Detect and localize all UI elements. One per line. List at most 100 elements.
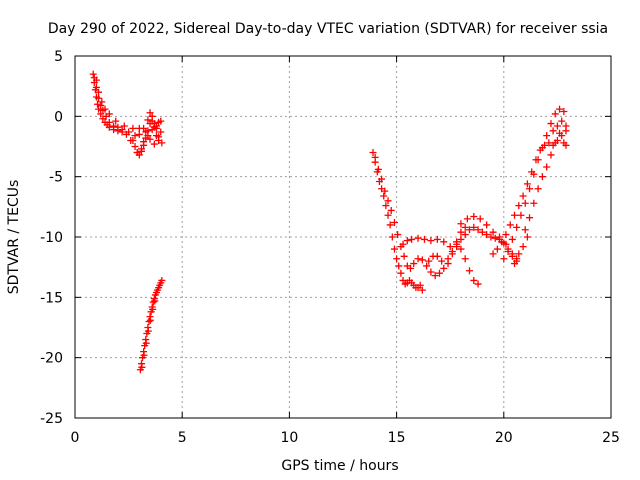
data-point <box>545 139 553 147</box>
data-point <box>498 238 506 246</box>
data-point <box>476 215 484 223</box>
data-point <box>551 139 559 147</box>
y-tick-label: -5 <box>49 170 63 186</box>
data-point <box>461 223 469 231</box>
data-point <box>493 245 501 253</box>
data-point <box>145 317 153 325</box>
data-point <box>394 231 402 239</box>
data-point <box>457 228 465 236</box>
data-point <box>135 124 143 132</box>
data-point <box>382 202 390 210</box>
data-point <box>148 112 156 120</box>
data-point <box>496 233 504 241</box>
data-point <box>125 128 133 136</box>
data-point <box>416 281 424 289</box>
data-point <box>519 192 527 200</box>
data-point <box>142 339 150 347</box>
data-point <box>388 233 396 241</box>
data-point <box>502 231 510 239</box>
data-point <box>483 221 491 229</box>
data-point <box>133 149 141 157</box>
data-point <box>395 262 403 270</box>
data-point <box>457 235 465 243</box>
data-point <box>511 211 519 219</box>
data-point <box>440 264 448 272</box>
data-point <box>146 316 154 324</box>
data-series-1 <box>89 70 166 159</box>
x-tick-label: 0 <box>71 430 80 446</box>
data-point <box>558 117 566 125</box>
data-point <box>530 170 538 178</box>
data-point <box>138 363 146 371</box>
y-tick-label: -20 <box>40 351 63 367</box>
data-point <box>457 245 465 253</box>
data-point <box>526 185 534 193</box>
data-point <box>474 280 482 288</box>
data-point <box>149 298 157 306</box>
data-point <box>463 215 471 223</box>
data-point <box>465 267 473 275</box>
data-point <box>158 139 166 147</box>
y-tick-labels: -25 -20 -15 -10 -5 0 5 <box>40 49 63 427</box>
data-point <box>403 237 411 245</box>
y-tick-label: -10 <box>40 230 63 246</box>
data-point <box>148 126 156 134</box>
y-tick-label: -15 <box>40 290 63 306</box>
data-point <box>140 138 148 146</box>
data-point <box>534 185 542 193</box>
data-point <box>418 286 426 294</box>
data-point <box>155 133 163 141</box>
data-point <box>157 117 165 125</box>
data-point <box>478 228 486 236</box>
data-point <box>146 135 154 143</box>
data-point <box>547 120 555 128</box>
data-point <box>384 197 392 205</box>
data-point <box>384 211 392 219</box>
axis-ticks <box>74 55 612 419</box>
data-point <box>508 250 516 258</box>
data-point <box>521 226 529 234</box>
data-point <box>380 192 388 200</box>
data-point <box>438 257 446 265</box>
data-point <box>408 235 416 243</box>
data-point <box>530 199 538 207</box>
data-point <box>433 252 441 260</box>
data-point <box>461 231 469 239</box>
x-tick-label: 10 <box>280 430 298 446</box>
data-point <box>94 100 102 108</box>
data-point <box>144 132 152 140</box>
x-tick-label: 20 <box>495 430 513 446</box>
data-point <box>515 250 523 258</box>
data-point <box>369 149 377 157</box>
data-point <box>140 351 148 359</box>
data-point <box>131 132 139 140</box>
data-point <box>547 151 555 159</box>
data-point <box>407 264 415 272</box>
data-point <box>440 238 448 246</box>
data-point <box>399 240 407 248</box>
data-point <box>551 110 559 118</box>
data-point <box>387 206 395 214</box>
data-point <box>97 110 105 118</box>
data-point <box>414 255 422 263</box>
data-point <box>538 173 546 181</box>
data-point <box>513 223 521 231</box>
data-point <box>112 117 120 125</box>
chart-title: Day 290 of 2022, Sidereal Day-to-day VTE… <box>48 21 608 37</box>
data-point <box>158 276 166 284</box>
data-point <box>423 262 431 270</box>
data-point <box>105 110 113 118</box>
data-point <box>420 235 428 243</box>
data-point <box>519 243 527 251</box>
data-point <box>553 122 561 130</box>
data-point <box>386 221 394 229</box>
data-point <box>144 327 152 335</box>
data-point <box>151 297 159 305</box>
data-point <box>483 231 491 239</box>
data-point <box>435 269 443 277</box>
data-point <box>534 156 542 164</box>
data-point <box>95 88 103 96</box>
data-point <box>513 255 521 263</box>
data-point <box>444 255 452 263</box>
